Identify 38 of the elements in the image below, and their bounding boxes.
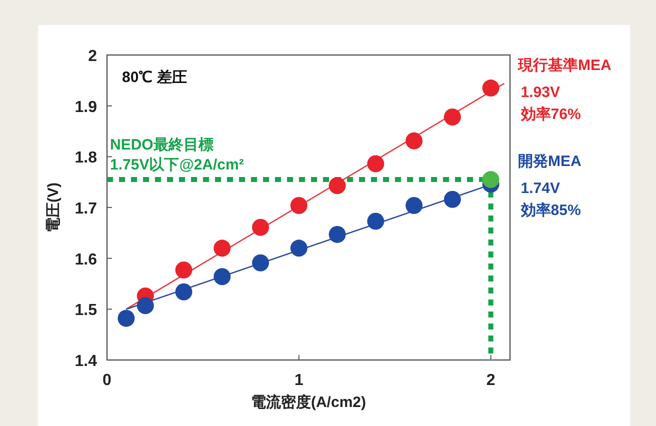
- y-tick-label: 2: [88, 48, 98, 65]
- ref-line-label: NEDO最終目標 1.75V以下@2A/cm²: [110, 136, 244, 174]
- point: [118, 310, 135, 327]
- point: [214, 240, 231, 257]
- point: [406, 132, 423, 150]
- point: [290, 196, 308, 214]
- x-axis-title: 電流密度(A/cm2): [250, 393, 366, 411]
- x-tick-label: 2: [486, 372, 496, 389]
- y-tick-label: 1.4: [74, 353, 98, 370]
- point: [175, 262, 192, 279]
- point: [175, 283, 192, 300]
- annotation: 1.74V 効率85%: [520, 180, 581, 220]
- point: [367, 212, 384, 230]
- point: [214, 268, 231, 286]
- point: [136, 297, 154, 314]
- point: [328, 226, 346, 243]
- x-tick-label: 1: [294, 372, 304, 389]
- series-label: 現行基準MEA: [517, 57, 612, 74]
- point: [406, 196, 423, 214]
- y-tick-label: 1.7: [74, 200, 98, 218]
- point: [482, 171, 500, 188]
- point: [290, 240, 308, 257]
- point: [444, 190, 461, 208]
- point: [444, 108, 461, 126]
- point: [328, 177, 346, 194]
- point: [252, 218, 270, 236]
- point: [367, 155, 384, 172]
- x-tick-label: 0: [102, 372, 112, 389]
- point: [252, 254, 270, 272]
- series-label: 開発MEA: [518, 153, 582, 170]
- annotation: 80℃ 差圧: [122, 69, 187, 86]
- y-tick-label: 1.8: [74, 150, 98, 167]
- y-tick-label: 1.9: [74, 98, 98, 116]
- y-tick-label: 1.6: [74, 251, 98, 268]
- y-tick-label: 1.5: [74, 302, 98, 320]
- point: [482, 80, 500, 97]
- annotation: 1.93V 効率76%: [520, 84, 581, 124]
- y-axis-title: 電圧(V): [45, 182, 62, 232]
